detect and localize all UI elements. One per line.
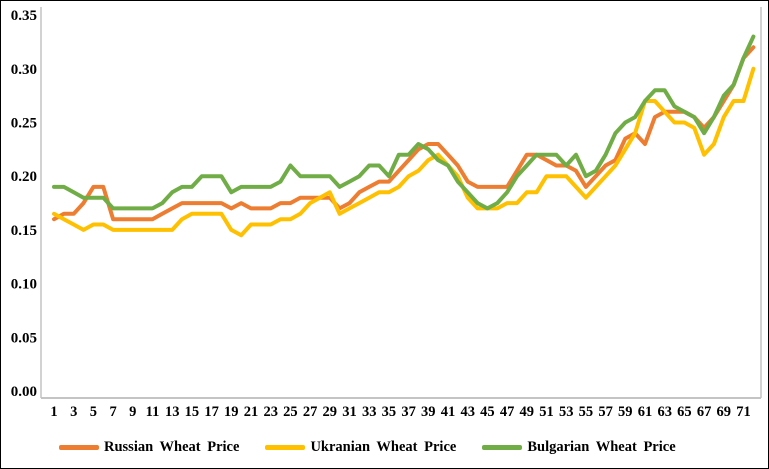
- russian-line-swatch-icon: [59, 445, 99, 450]
- legend-label-bulgarian: Bulgarian Wheat Price: [527, 439, 676, 455]
- y-tick-label: 0.05: [11, 330, 37, 346]
- series-line-bulgarian: [52, 34, 756, 211]
- x-tick-label: 51: [539, 404, 554, 420]
- legend-item-ukranian: Ukranian Wheat Price: [265, 439, 456, 456]
- x-tick-label: 5: [90, 404, 97, 420]
- x-tick-label: 11: [146, 404, 160, 420]
- x-tick-label: 49: [520, 404, 535, 420]
- y-tick-label: 0.00: [11, 384, 37, 400]
- x-tick-label: 25: [283, 404, 298, 420]
- x-tick-label: 27: [303, 404, 318, 420]
- y-tick-label: 0.20: [11, 169, 37, 185]
- x-tick-label: 33: [362, 404, 377, 420]
- x-tick-label: 71: [736, 404, 751, 420]
- y-tick-label: 0.30: [11, 62, 37, 78]
- x-tick-label: 21: [244, 404, 259, 420]
- x-tick-label: 17: [204, 404, 219, 420]
- legend-label-ukranian: Ukranian Wheat Price: [310, 439, 457, 455]
- x-tick-label: 35: [382, 404, 397, 420]
- x-tick-label: 55: [579, 404, 594, 420]
- series-line-ukranian: [52, 66, 756, 238]
- x-tick-label: 47: [500, 404, 515, 420]
- x-tick-label: 43: [460, 404, 475, 420]
- x-tick-label: 1: [50, 404, 57, 420]
- x-tick-label: 7: [109, 404, 116, 420]
- legend: Russian Wheat Price Ukranian Wheat Price…: [59, 439, 676, 456]
- x-tick-label: 9: [129, 404, 136, 420]
- x-tick-label: 39: [421, 404, 436, 420]
- y-tick-label: 0.25: [11, 116, 37, 132]
- x-tick-label: 57: [598, 404, 613, 420]
- x-tick-label: 3: [70, 404, 77, 420]
- x-tick-label: 15: [185, 404, 200, 420]
- legend-item-bulgarian: Bulgarian Wheat Price: [482, 439, 676, 456]
- y-tick-label: 0.10: [11, 277, 37, 293]
- x-tick-label: 65: [677, 404, 692, 420]
- x-tick-label: 19: [224, 404, 239, 420]
- x-tick-label: 63: [657, 404, 672, 420]
- x-tick-label: 37: [401, 404, 416, 420]
- x-tick-label: 29: [323, 404, 338, 420]
- series-line-russian: [52, 45, 756, 222]
- x-tick-label: 69: [717, 404, 732, 420]
- y-tick-label: 0.15: [11, 223, 37, 239]
- x-tick-label: 31: [342, 404, 357, 420]
- x-tick-label: 59: [618, 404, 633, 420]
- x-tick-label: 45: [480, 404, 495, 420]
- x-tick-label: 13: [165, 404, 180, 420]
- x-tick-label: 61: [638, 404, 653, 420]
- line-chart-plot: 0.000.050.100.150.200.250.300.351 3 5 7 9 11 1…: [11, 7, 762, 420]
- legend-label-russian: Russian Wheat Price: [104, 439, 240, 455]
- x-tick-label: 41: [441, 404, 456, 420]
- bulgarian-line-swatch-icon: [482, 445, 523, 450]
- legend-item-russian: Russian Wheat Price: [59, 439, 239, 456]
- y-tick-label: 0.35: [11, 8, 37, 24]
- x-tick-label: 67: [697, 404, 712, 420]
- x-tick-label: 53: [559, 404, 574, 420]
- ukranian-line-swatch-icon: [265, 445, 306, 450]
- x-tick-label: 23: [263, 404, 278, 420]
